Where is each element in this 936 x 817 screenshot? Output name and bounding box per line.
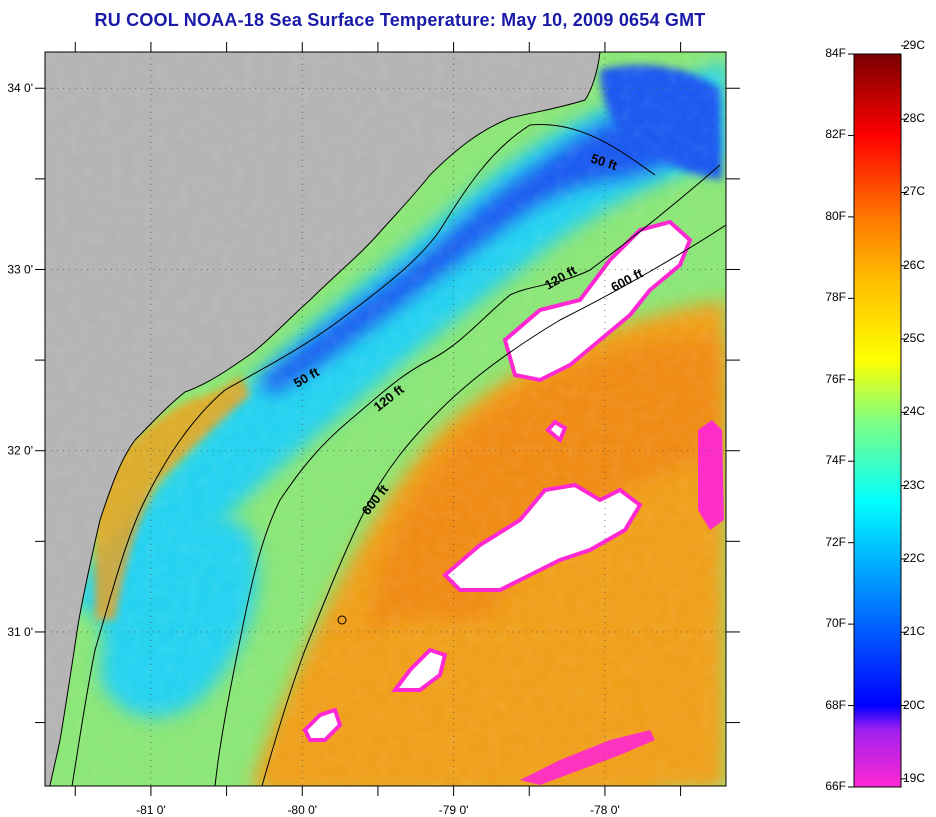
colorbar-fahrenheit-label: 70F — [825, 616, 846, 631]
map-title: RU COOL NOAA-18 Sea Surface Temperature:… — [94, 10, 706, 30]
map-axis-labels: -81 0' -80 0' -79 0' -78 0' 34 0' 33 0' 32 0' 3… — [7, 81, 619, 817]
map-gridlines — [45, 52, 726, 786]
isobath-50ft — [71, 123, 656, 786]
map-frame — [44, 51, 727, 787]
colorbar-celsius-label: 19C — [903, 770, 926, 785]
colorbar-celsius-label: 29C — [903, 37, 926, 52]
map-area: 50 ft 120 ft 600 ft 50 ft 120 ft 600 ft — [45, 52, 726, 786]
lat-tick-label: 34 0' — [7, 81, 33, 95]
colorbar-fahrenheit-label: 72F — [825, 534, 846, 549]
lat-tick-label: 33 0' — [7, 262, 33, 276]
colorbar-celsius-label: 20C — [903, 697, 926, 712]
cloud-patch-south — [391, 647, 448, 692]
image-texture — [45, 52, 726, 786]
colorbar-fahrenheit-label: 76F — [825, 371, 846, 386]
colorbar-ticks — [848, 45, 907, 788]
colorbar-celsius-label: 24C — [903, 404, 926, 419]
lon-tick-label: -79 0' — [439, 803, 469, 817]
cloud-patch-central — [442, 482, 643, 592]
cold-edge-band-southeast — [520, 730, 655, 785]
colorbar-celsius-label: 27C — [903, 184, 926, 199]
cold-edge-band-east — [698, 420, 724, 530]
colorbar-celsius-label: 22C — [903, 550, 926, 565]
cloud-patch-small — [545, 419, 568, 444]
colorbar-fahrenheit-label: 68F — [825, 697, 846, 712]
cloud-patch-south-2 — [302, 707, 343, 742]
colorbar-celsius-label: 21C — [903, 624, 926, 639]
colorbar-celsius-label: 26C — [903, 257, 926, 272]
colorbar-fahrenheit-label: 80F — [825, 208, 846, 223]
colorbar-celsius-label: 25C — [903, 331, 926, 346]
colorbar-fahrenheit-label: 78F — [825, 290, 846, 305]
colorbar-frame — [853, 53, 902, 788]
colorbar-celsius-label: 28C — [903, 111, 926, 126]
seamount-contour — [337, 615, 347, 625]
lon-tick-label: -78 0' — [590, 803, 620, 817]
coastline — [49, 52, 601, 786]
lon-tick-label: -80 0' — [287, 803, 317, 817]
lat-tick-label: 31 0' — [7, 625, 33, 639]
colorbar-fahrenheit-label: 82F — [825, 127, 846, 142]
colorbar-fahrenheit-label: 74F — [825, 453, 846, 468]
colorbar-fahrenheit-label: 66F — [825, 779, 846, 793]
colorbar-gradient — [854, 54, 901, 787]
colorbar-celsius-label: 23C — [903, 477, 926, 492]
isobath-600ft — [261, 224, 726, 786]
map-axis-ticks — [35, 42, 740, 796]
lon-tick-label: -81 0' — [136, 803, 166, 817]
lat-tick-label: 32 0' — [7, 444, 33, 458]
isobath-120ft — [214, 164, 721, 786]
colorbar-fahrenheit-label: 84F — [825, 46, 846, 60]
